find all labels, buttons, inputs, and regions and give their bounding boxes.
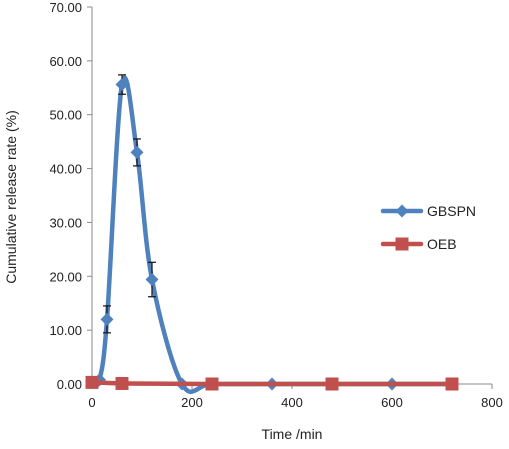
data-point bbox=[145, 273, 159, 287]
x-tick-label: 0 bbox=[88, 395, 95, 410]
y-tick-label: 30.00 bbox=[49, 215, 82, 230]
data-point bbox=[115, 376, 129, 390]
series-line bbox=[89, 75, 455, 394]
series-gbspn bbox=[89, 74, 459, 394]
legend-swatch-marker bbox=[395, 237, 409, 251]
y-tick-label: 50.00 bbox=[49, 108, 82, 123]
x-axis-label: Time /min bbox=[262, 426, 323, 442]
x-tick-label: 200 bbox=[181, 395, 203, 410]
data-point bbox=[205, 377, 219, 391]
x-tick-label: 400 bbox=[281, 395, 303, 410]
x-tick-label: 800 bbox=[481, 395, 503, 410]
legend-label: OEB bbox=[427, 236, 457, 252]
series-oeb bbox=[85, 375, 459, 391]
y-tick-label: 10.00 bbox=[49, 323, 82, 338]
y-tick-label: 0.00 bbox=[57, 377, 82, 392]
data-point bbox=[130, 145, 144, 159]
legend-item-gbspn: GBSPN bbox=[380, 203, 476, 219]
data-point bbox=[445, 377, 459, 391]
y-tick-label: 70.00 bbox=[49, 0, 82, 15]
legend-label: GBSPN bbox=[427, 203, 476, 219]
data-point bbox=[100, 312, 114, 326]
y-tick-label: 40.00 bbox=[49, 162, 82, 177]
data-point bbox=[85, 375, 99, 389]
plot-area bbox=[85, 74, 459, 394]
data-point bbox=[115, 78, 129, 92]
series-line bbox=[89, 380, 455, 387]
legend-item-oeb: OEB bbox=[380, 236, 457, 252]
y-axis-label: Cumulative release rate (%) bbox=[3, 110, 19, 284]
y-tick-label: 60.00 bbox=[49, 54, 82, 69]
legend: GBSPN OEB bbox=[380, 203, 476, 252]
legend-swatch-marker bbox=[395, 204, 409, 218]
y-tick-label: 20.00 bbox=[49, 269, 82, 284]
data-point bbox=[325, 377, 339, 391]
x-tick-label: 600 bbox=[381, 395, 403, 410]
axes: 0.00 10.00 20.00 30.00 40.00 50.00 60.00 70.00 0… bbox=[49, 0, 502, 410]
